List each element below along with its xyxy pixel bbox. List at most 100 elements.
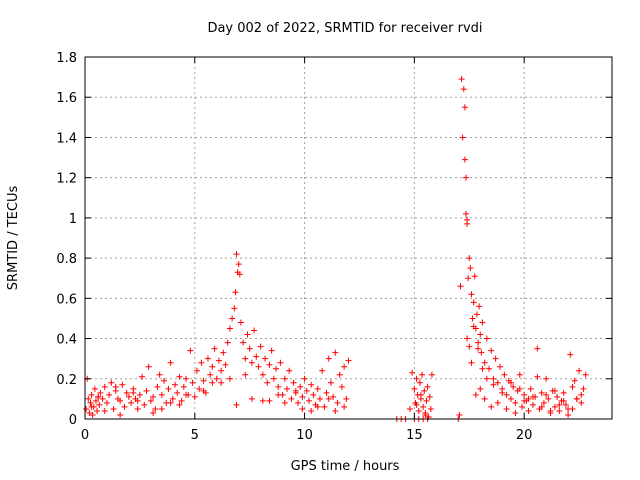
data-point <box>310 391 317 398</box>
data-point <box>193 367 200 374</box>
data-point <box>215 357 222 364</box>
data-point <box>488 347 495 354</box>
data-point <box>428 371 435 378</box>
data-point <box>462 210 469 217</box>
data-point <box>477 385 484 392</box>
data-point <box>534 345 541 352</box>
data-point <box>222 361 229 368</box>
data-point <box>406 405 413 412</box>
data-point <box>244 331 251 338</box>
data-point <box>499 389 506 396</box>
data-point <box>196 385 203 392</box>
data-point <box>332 407 339 414</box>
data-point <box>547 407 554 414</box>
data-point <box>525 407 532 414</box>
data-point <box>178 397 185 404</box>
data-point <box>573 395 580 402</box>
data-point <box>527 385 534 392</box>
data-point <box>516 371 523 378</box>
data-point <box>246 345 253 352</box>
data-point <box>226 375 233 382</box>
data-point <box>503 391 510 398</box>
data-point <box>565 405 572 412</box>
data-points <box>83 76 589 422</box>
data-point <box>299 393 306 400</box>
data-point <box>578 399 585 406</box>
data-point <box>121 403 128 410</box>
data-point <box>334 399 341 406</box>
data-point <box>461 104 468 111</box>
data-point <box>143 387 150 394</box>
data-point <box>420 403 427 410</box>
data-point <box>512 399 519 406</box>
data-point <box>198 359 205 366</box>
data-point <box>476 303 483 310</box>
data-point <box>236 271 243 278</box>
data-point <box>134 405 141 412</box>
data-point <box>294 399 301 406</box>
data-point <box>409 369 416 376</box>
data-point <box>481 395 488 402</box>
data-point <box>551 403 558 410</box>
data-point <box>497 363 504 370</box>
data-point <box>290 379 297 386</box>
data-point <box>207 371 214 378</box>
data-point <box>473 311 480 318</box>
data-point <box>551 387 558 394</box>
data-point <box>110 405 117 412</box>
data-point <box>139 373 146 380</box>
data-point <box>338 383 345 390</box>
data-point <box>158 405 165 412</box>
data-point <box>253 353 260 360</box>
data-point <box>472 391 479 398</box>
data-point <box>233 401 240 408</box>
data-point <box>152 405 159 412</box>
data-point <box>332 349 339 356</box>
data-point <box>264 379 271 386</box>
grid-lines <box>85 57 612 419</box>
x-tick-label: 0 <box>81 428 89 443</box>
plot-frame <box>84 56 613 420</box>
axis-ticks: 0 5 10 15 20 0 0.2 0.4 0.6 0.8 1 1.2 1.4 1.6 1.8 <box>56 51 612 443</box>
data-point <box>275 383 282 390</box>
data-point <box>240 339 247 346</box>
data-point <box>457 283 464 290</box>
data-point <box>235 261 242 268</box>
data-point <box>211 345 218 352</box>
data-point <box>191 393 198 400</box>
data-point <box>336 371 343 378</box>
data-point <box>248 395 255 402</box>
data-point <box>460 86 467 93</box>
data-point <box>281 375 288 382</box>
data-point <box>308 407 315 414</box>
x-tick-label: 20 <box>516 428 533 443</box>
data-point <box>262 355 269 362</box>
data-point <box>582 371 589 378</box>
y-axis-label: SRMTID / TECUs <box>6 186 21 291</box>
data-point <box>567 351 574 358</box>
data-point <box>470 299 477 306</box>
data-point <box>571 377 578 384</box>
data-point <box>266 361 273 368</box>
data-point <box>83 405 90 412</box>
data-point <box>475 339 482 346</box>
data-point <box>200 377 207 384</box>
data-point <box>189 379 196 386</box>
data-point <box>242 355 249 362</box>
data-point <box>424 383 431 390</box>
data-point <box>233 251 240 258</box>
data-point <box>538 389 545 396</box>
data-point <box>286 367 293 374</box>
data-point <box>136 391 143 398</box>
data-point <box>503 405 510 412</box>
data-point <box>458 76 465 83</box>
data-point <box>275 391 282 398</box>
data-point <box>421 387 428 394</box>
data-point <box>99 395 106 402</box>
data-point <box>141 401 148 408</box>
data-point <box>180 383 187 390</box>
data-point <box>125 393 132 400</box>
data-point <box>112 383 119 390</box>
data-point <box>218 379 225 386</box>
